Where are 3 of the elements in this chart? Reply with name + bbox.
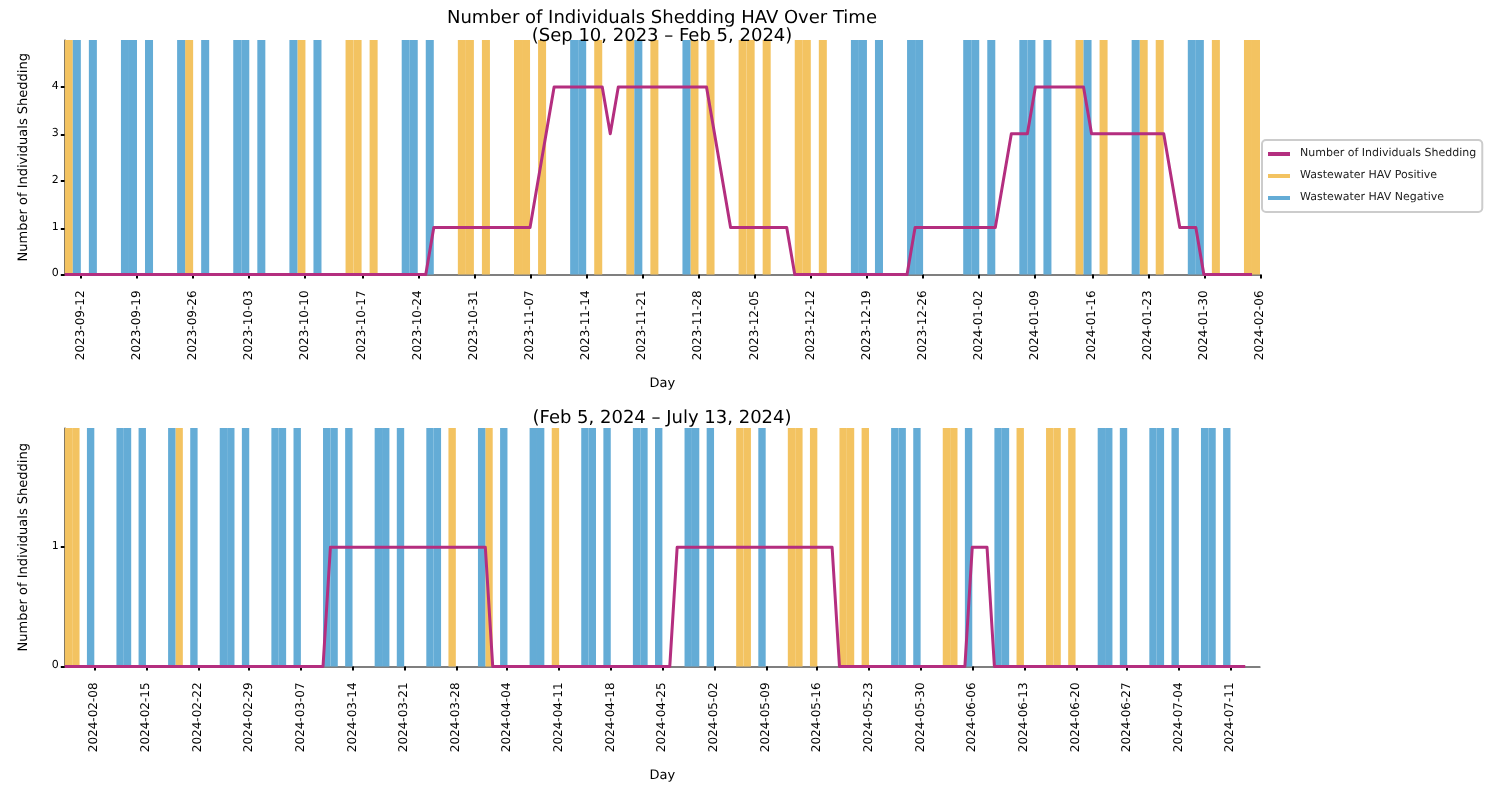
chart-title: (Feb 5, 2024 – July 13, 2024)	[532, 409, 792, 429]
chart-title: Number of Individuals Shedding HAV Over Time (Sep 10, 2023 – Feb 5, 2024)	[447, 9, 878, 47]
line-series	[63, 85, 1254, 276]
